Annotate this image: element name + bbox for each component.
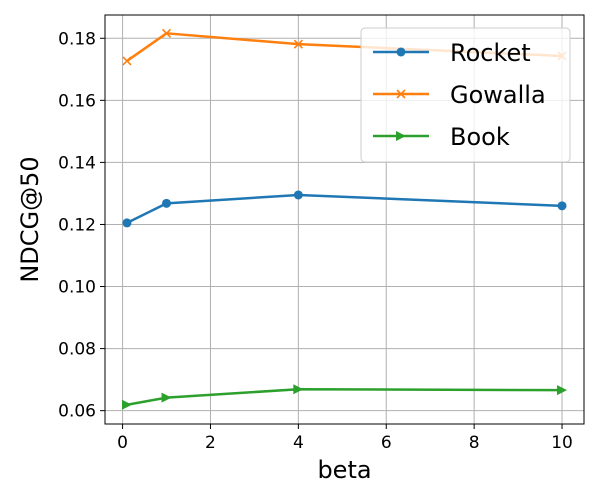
legend-marker	[396, 89, 406, 99]
data-point-gowalla	[122, 56, 132, 66]
legend-box	[360, 27, 571, 163]
data-point-book	[121, 399, 132, 410]
data-point-book	[557, 385, 568, 396]
legend-label: Gowalla	[450, 81, 546, 109]
y-tick-label: 0.16	[58, 91, 96, 111]
x-axis-label: beta	[317, 456, 371, 484]
x-tick-label: 10	[551, 433, 573, 453]
x-axis-ticks: 0 2 4 6 8 10	[117, 424, 573, 453]
y-tick-label: 0.08	[58, 340, 96, 360]
y-tick-label: 0.10	[58, 278, 96, 298]
x-tick-label: 8	[469, 433, 480, 453]
data-point-book	[293, 384, 304, 395]
x-tick-label: 4	[293, 433, 304, 453]
x-tick-label: 6	[381, 433, 392, 453]
legend: Rocket Gowalla Book	[360, 27, 571, 163]
legend-marker	[396, 131, 406, 141]
y-tick-label: 0.18	[58, 29, 96, 49]
series-line-book	[126, 387, 563, 406]
series-line-rocket	[126, 193, 563, 225]
legend-item-book: Book	[373, 123, 510, 151]
data-point-rocket	[162, 198, 172, 208]
series-rocket	[122, 190, 567, 228]
y-axis-ticks: 0.06 0.08 0.10 0.12 0.14 0.16 0.18	[58, 29, 105, 422]
plot-frame	[104, 14, 585, 425]
y-tick-label: 0.12	[58, 215, 96, 235]
data-point-rocket	[557, 201, 567, 211]
legend-item-gowalla: Gowalla	[373, 81, 546, 109]
data-point-rocket	[293, 190, 303, 200]
y-tick-label: 0.06	[58, 402, 96, 422]
legend-label: Rocket	[450, 39, 531, 67]
x-tick-label: 2	[205, 433, 216, 453]
x-tick-label: 0	[117, 433, 128, 453]
series-book	[121, 384, 568, 410]
y-tick-label: 0.14	[58, 153, 96, 173]
data-point-book	[161, 392, 172, 403]
data-point-gowalla	[293, 39, 303, 49]
legend-label: Book	[450, 123, 510, 151]
y-axis-label: NDCG@50	[16, 156, 44, 282]
data-point-gowalla	[161, 28, 172, 38]
data-point-rocket	[122, 218, 132, 228]
legend-item-rocket: Rocket	[373, 39, 531, 67]
legend-marker	[396, 47, 406, 57]
